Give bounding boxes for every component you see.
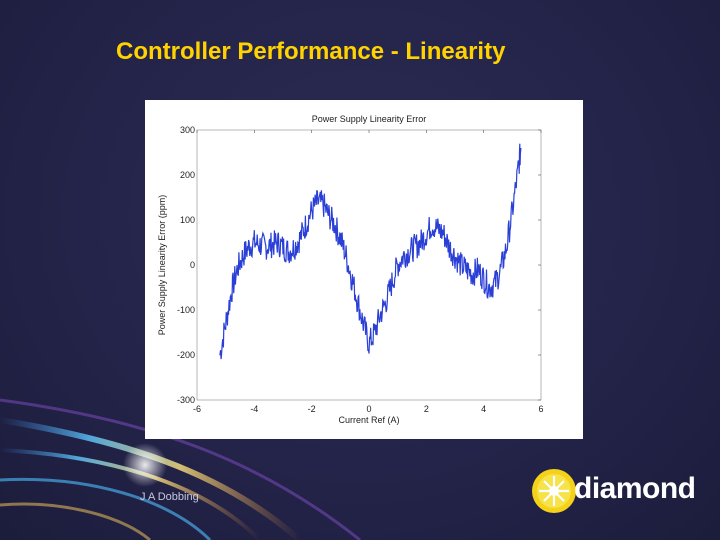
- slide-title: Controller Performance - Linearity: [116, 38, 506, 65]
- y-tick-label: -300: [177, 395, 195, 405]
- chart-title: Power Supply Linearity Error: [312, 114, 427, 124]
- y-tick-label: -100: [177, 305, 195, 315]
- chart-panel: Power Supply Linearity Error -6 -4 -2 0 2 4 6 -…: [145, 100, 583, 439]
- x-axis-label: Current Ref (A): [338, 415, 399, 425]
- x-tick-label: 4: [481, 404, 486, 414]
- y-tick-label: -200: [177, 350, 195, 360]
- x-tick-label: -6: [193, 404, 201, 414]
- x-tick-label: 6: [538, 404, 543, 414]
- logo-text: diamond: [574, 472, 696, 505]
- author-name: J A Dobbing: [140, 491, 199, 503]
- y-tick-label: 200: [180, 170, 195, 180]
- y-axis-label: Power Supply Linearity Error (ppm): [157, 195, 167, 336]
- y-tick-label: 300: [180, 125, 195, 135]
- linearity-chart: Power Supply Linearity Error -6 -4 -2 0 2 4 6 -…: [157, 114, 544, 425]
- x-tick-label: -2: [308, 404, 316, 414]
- y-tick-label: 100: [180, 215, 195, 225]
- x-tick-label: 2: [424, 404, 429, 414]
- x-tick-label: -4: [250, 404, 258, 414]
- y-tick-label: 0: [190, 260, 195, 270]
- series-line: [219, 143, 522, 360]
- x-tick-label: 0: [366, 404, 371, 414]
- diamond-logo-icon: [532, 469, 576, 513]
- plot-frame: [196, 129, 542, 401]
